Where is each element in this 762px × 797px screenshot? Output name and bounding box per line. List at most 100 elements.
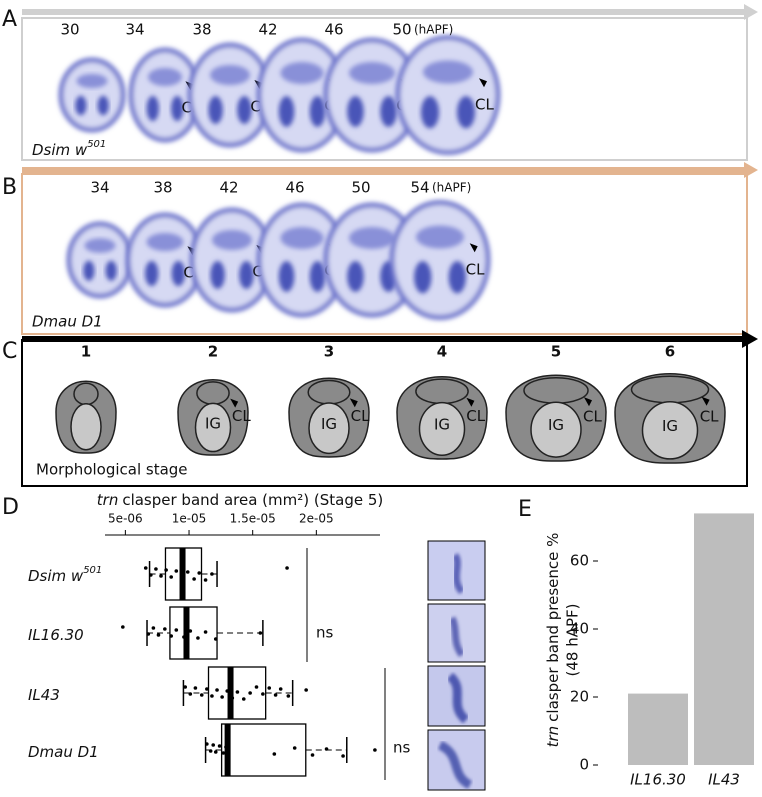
stain bbox=[349, 227, 395, 249]
category-label: IL43 bbox=[28, 686, 60, 704]
micrograph bbox=[256, 202, 348, 318]
stain bbox=[309, 261, 326, 292]
data-point bbox=[196, 636, 200, 640]
tissue bbox=[66, 221, 134, 299]
stain bbox=[309, 96, 326, 127]
category-name: Dsim w bbox=[28, 567, 84, 585]
data-point bbox=[210, 572, 214, 576]
stain bbox=[421, 96, 439, 129]
stain bbox=[380, 96, 397, 127]
panel-frame bbox=[21, 17, 748, 161]
stain bbox=[280, 62, 324, 84]
stage-ig bbox=[70, 403, 102, 451]
arrowhead bbox=[701, 396, 710, 406]
y-axis-label: trn clasper band presence % bbox=[544, 533, 562, 748]
data-point bbox=[278, 687, 283, 691]
data-point bbox=[208, 749, 213, 753]
time-label: 42 bbox=[258, 21, 277, 39]
data-point bbox=[154, 567, 158, 571]
micrograph bbox=[125, 212, 205, 308]
data-point bbox=[230, 696, 235, 700]
cl-label: CL bbox=[232, 407, 251, 425]
data-point bbox=[121, 625, 125, 629]
stain bbox=[105, 260, 117, 281]
data-point bbox=[151, 626, 156, 630]
data-point bbox=[221, 751, 226, 755]
box bbox=[169, 606, 218, 660]
arrowhead bbox=[230, 398, 239, 408]
stage-top bbox=[73, 382, 99, 406]
stain bbox=[210, 261, 225, 289]
data-point bbox=[185, 570, 190, 574]
genotype-sup: 501 bbox=[87, 139, 106, 150]
category-name: IL16.30 bbox=[28, 626, 84, 644]
y-tick-label: 0 bbox=[579, 756, 589, 774]
time-label: 38 bbox=[153, 179, 172, 197]
data-point bbox=[224, 745, 228, 749]
stain bbox=[416, 225, 464, 249]
category-label: IL16.30 bbox=[28, 626, 84, 644]
micrograph bbox=[395, 35, 501, 155]
micrograph bbox=[256, 37, 348, 153]
unit-label: (hAPF) bbox=[432, 181, 471, 195]
y-tick-label: 60 bbox=[570, 552, 589, 570]
stain bbox=[171, 95, 184, 122]
stain bbox=[146, 95, 159, 122]
micrograph bbox=[389, 200, 491, 320]
stain bbox=[212, 230, 252, 250]
micrograph bbox=[58, 57, 126, 133]
data-point bbox=[225, 689, 230, 693]
data-point bbox=[169, 575, 174, 579]
time-label: 54 bbox=[410, 179, 429, 197]
data-point bbox=[211, 743, 216, 747]
category-name: IL43 bbox=[28, 686, 60, 704]
stain bbox=[448, 261, 466, 294]
bar bbox=[694, 513, 754, 765]
time-label: 30 bbox=[60, 21, 79, 39]
arrowhead bbox=[466, 397, 475, 407]
data-point bbox=[146, 632, 151, 636]
tissue bbox=[389, 200, 491, 320]
data-point bbox=[149, 573, 153, 577]
stain bbox=[84, 238, 116, 253]
genotype: Dsim w501 bbox=[32, 139, 106, 159]
stain bbox=[145, 260, 159, 287]
genotype-name: Dsim w bbox=[32, 141, 88, 159]
micrograph bbox=[323, 37, 421, 153]
data-point bbox=[241, 697, 246, 701]
data-point bbox=[273, 693, 278, 697]
data-point bbox=[163, 627, 167, 631]
panel-label: B bbox=[2, 175, 17, 200]
data-point bbox=[192, 577, 196, 581]
y-axis-label-rest: clasper band presence % bbox=[544, 533, 562, 722]
data-point bbox=[199, 693, 204, 697]
panel-label: E bbox=[518, 497, 532, 522]
x-tick-label: IL43 bbox=[708, 771, 740, 789]
stain bbox=[278, 261, 295, 292]
panel-label: C bbox=[2, 339, 17, 364]
data-point bbox=[188, 629, 193, 633]
data-point bbox=[174, 569, 179, 573]
stain bbox=[210, 65, 250, 85]
annotation: ns bbox=[316, 624, 334, 642]
stain bbox=[237, 96, 252, 124]
data-point bbox=[285, 566, 289, 570]
data-point bbox=[197, 571, 202, 575]
ig-label: IG bbox=[321, 415, 337, 433]
data-point bbox=[373, 748, 377, 752]
cl-label: CL bbox=[583, 407, 602, 425]
data-point bbox=[215, 688, 219, 692]
data-point bbox=[324, 747, 329, 751]
data-point bbox=[261, 692, 265, 696]
micrograph bbox=[66, 221, 134, 299]
stain bbox=[83, 260, 95, 281]
data-point bbox=[210, 694, 214, 698]
annotation: ns bbox=[393, 739, 411, 757]
panel-frame bbox=[21, 173, 748, 335]
unit-label: (hAPF) bbox=[414, 23, 453, 37]
data-point bbox=[304, 688, 308, 692]
time-label: 34 bbox=[125, 21, 144, 39]
time-label: 34 bbox=[90, 179, 109, 197]
stage-top bbox=[630, 375, 710, 404]
